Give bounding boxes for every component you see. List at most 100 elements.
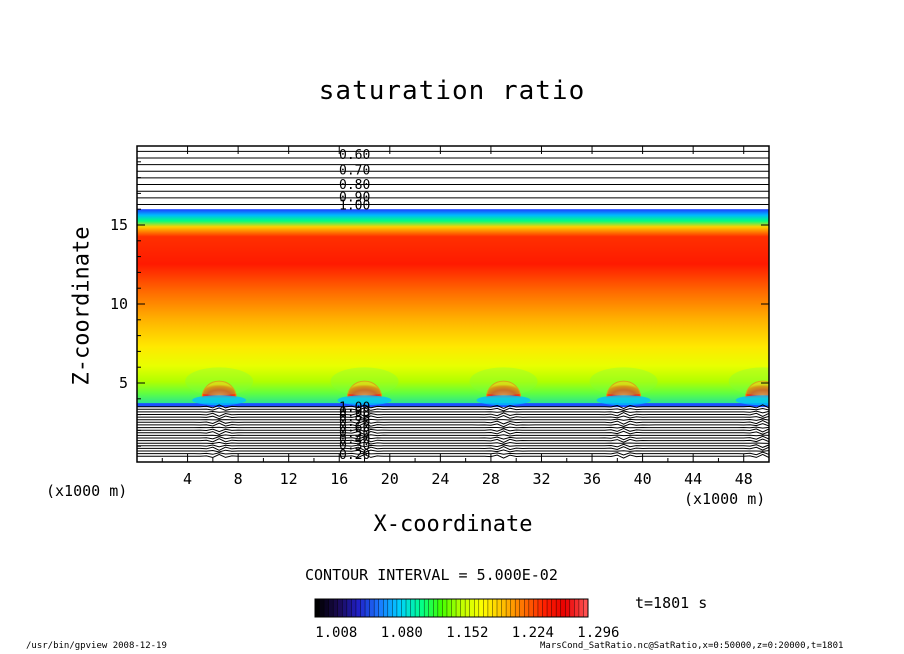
lower-contour-line	[137, 407, 769, 412]
colorbar-cell	[574, 599, 580, 617]
colorbar-cell	[415, 599, 421, 617]
colorbar-cell	[478, 599, 484, 617]
cell-base	[337, 395, 392, 406]
colorbar-cell	[428, 599, 434, 617]
cell-halo	[185, 367, 254, 396]
y-tick-label: 10	[110, 295, 128, 313]
colorbar-cell	[492, 599, 498, 617]
cell-base	[596, 395, 651, 406]
colorbar-cell	[433, 599, 439, 617]
colorbar-cell	[465, 599, 471, 617]
x-tick-label: 32	[532, 470, 550, 488]
convective-cell	[201, 380, 237, 398]
colorbar-cell	[483, 599, 489, 617]
convective-cell	[347, 380, 383, 398]
y-tick-label: 5	[119, 374, 128, 392]
colorbar-cell	[460, 599, 466, 617]
time-label: t=1801 s	[635, 594, 708, 612]
colorbar-tick-label: 1.296	[577, 625, 619, 641]
x-tick-label: 48	[735, 470, 753, 488]
upper-contour-label: 0.70	[339, 164, 370, 179]
lower-contour-line	[137, 418, 769, 421]
colorbar-cell	[442, 599, 448, 617]
colorbar-cell	[497, 599, 503, 617]
upper-contour-label: 0.90	[339, 191, 370, 206]
colorbar-cell	[396, 599, 402, 617]
colorbar-cell	[369, 599, 375, 617]
x-axis-label: X-coordinate	[373, 512, 533, 537]
lower-contour-line	[137, 410, 769, 414]
chart-title: saturation ratio	[318, 76, 586, 106]
colorbar-cell	[524, 599, 530, 617]
x-tick-label: 40	[634, 470, 652, 488]
x-tick-label: 44	[684, 470, 702, 488]
lower-contour-label: 0.20	[339, 448, 370, 463]
cell-base	[476, 395, 531, 406]
cell-halo	[469, 367, 538, 396]
footer-source: MarsCond_SatRatio.nc@SatRatio,x=0:50000,…	[540, 641, 844, 651]
x-tick-label: 12	[280, 470, 298, 488]
colorbar-cell	[437, 599, 443, 617]
upper-contour-label: 0.80	[339, 178, 370, 193]
colorbar-cell	[578, 599, 584, 617]
colorbar-cell	[419, 599, 425, 617]
y-tick-label: 15	[110, 216, 128, 234]
lower-contour-line	[137, 422, 769, 428]
lower-contour-label: 0.80	[339, 410, 370, 425]
colorbar-cell	[383, 599, 389, 617]
colorbar-cell	[510, 599, 516, 617]
cell-halo	[589, 367, 658, 396]
footer-program: /usr/bin/gpview 2008-12-19	[26, 641, 167, 651]
lower-boundary-band	[137, 403, 769, 408]
lower-contour-line	[137, 438, 769, 444]
colorbar-cell	[537, 599, 543, 617]
colorbar-cell	[360, 599, 366, 617]
colorbar-cell	[551, 599, 557, 617]
colorbar-cell	[487, 599, 493, 617]
lower-contour-line	[137, 404, 769, 410]
colorbar-cell	[319, 599, 325, 617]
lower-contour-line	[137, 449, 769, 453]
lower-contour-line	[137, 441, 769, 445]
colorbar-cell	[365, 599, 371, 617]
colorbar-frame	[314, 598, 589, 618]
x-tick-label: 20	[381, 470, 399, 488]
colorbar-cell	[315, 599, 321, 617]
colorbar-cell	[583, 599, 589, 617]
x-tick-label: 36	[583, 470, 601, 488]
saturation-field	[137, 209, 769, 406]
lower-contour-line	[137, 412, 769, 417]
x-unit-label-left: (x1000 m)	[46, 482, 128, 500]
lower-contour-line	[137, 430, 769, 436]
cell-halo	[330, 367, 399, 396]
lower-contour-label: 0.90	[339, 405, 370, 420]
colorbar-cell	[387, 599, 393, 617]
colorbar-cell	[474, 599, 480, 617]
lower-contour-line	[137, 453, 769, 459]
colorbar-cell	[328, 599, 334, 617]
colorbar-cell	[469, 599, 475, 617]
colorbar-cell	[351, 599, 357, 617]
lower-contour-line	[137, 414, 769, 420]
colorbar-cell	[556, 599, 562, 617]
cell-halo	[728, 367, 769, 396]
colorbar-cell	[533, 599, 539, 617]
x-tick-label: 24	[431, 470, 449, 488]
colorbar-cell	[565, 599, 571, 617]
y-axis-label: Z-coordinate	[69, 226, 95, 386]
convective-cell	[745, 380, 769, 398]
colorbar-cell	[378, 599, 384, 617]
x-unit-label-right: (x1000 m)	[684, 490, 766, 508]
lower-contour-line	[137, 427, 769, 433]
lower-contour-label: 0.60	[339, 420, 370, 435]
colorbar-tick-label: 1.224	[512, 625, 554, 641]
colorbar-cell	[355, 599, 361, 617]
colorbar-tick-label: 1.008	[315, 625, 357, 641]
colorbar-cell	[346, 599, 352, 617]
upper-contour-label: 1.00	[339, 198, 370, 213]
colorbar-cell	[410, 599, 416, 617]
lower-contour-label: 0.70	[339, 415, 370, 430]
x-tick-label: 16	[330, 470, 348, 488]
cell-base	[735, 395, 769, 406]
